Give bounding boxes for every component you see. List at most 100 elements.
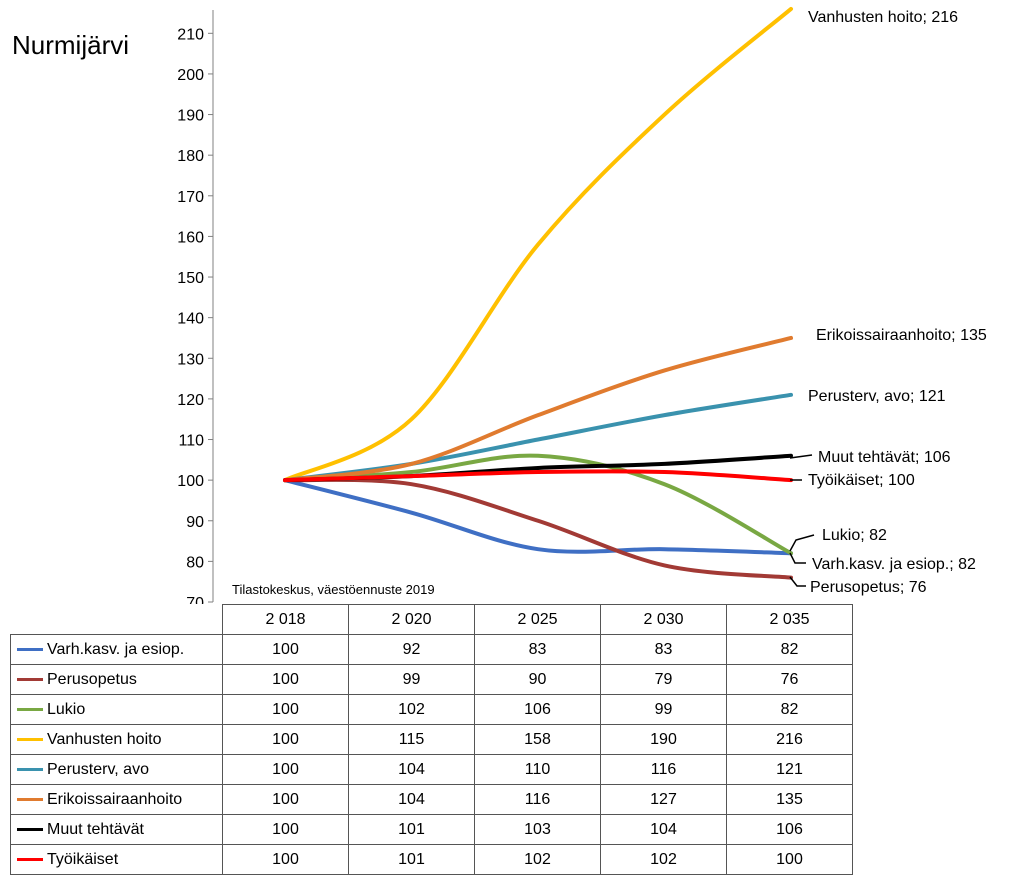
table-cell: 101 [348, 844, 475, 875]
series-end-label: Varh.kasv. ja esiop.; 82 [812, 556, 976, 573]
y-tick-label: 70 [186, 595, 204, 604]
legend-label: Muut tehtävät [47, 820, 144, 838]
series-line [283, 478, 793, 556]
table-cell: 90 [474, 664, 601, 695]
table-cell: 76 [726, 664, 853, 695]
year-header: 2 025 [474, 604, 601, 635]
y-tick-label: 210 [177, 26, 204, 43]
table-cell: 106 [474, 694, 601, 725]
legend-cell: Erikoissairaanhoito [10, 784, 223, 815]
table-cell: 79 [600, 664, 727, 695]
legend-label: Perusopetus [47, 670, 137, 688]
source-note: Tilastokeskus, väestöennuste 2019 [232, 582, 435, 597]
table-cell: 102 [348, 694, 475, 725]
table-cell: 100 [222, 634, 349, 665]
table-cell: 135 [726, 784, 853, 815]
series-end-label: Perusopetus; 76 [810, 579, 927, 596]
y-tick-label: 100 [177, 473, 204, 490]
y-tick-label: 200 [177, 67, 204, 84]
y-tick-label: 170 [177, 189, 204, 206]
table-cell: 104 [600, 814, 727, 845]
legend-cell: Työikäiset [10, 844, 223, 875]
label-leader-line [789, 552, 806, 564]
y-tick-label: 150 [177, 270, 204, 287]
table-row: Varh.kasv. ja esiop. 100 92 83 83 82 [10, 634, 853, 665]
y-tick-label: 90 [186, 514, 204, 531]
series-line [283, 453, 793, 556]
y-tick-label: 180 [177, 148, 204, 165]
y-tick-label: 140 [177, 311, 204, 328]
y-tick-label: 80 [186, 554, 204, 571]
legend-label: Lukio [47, 700, 86, 718]
y-tick-label: 120 [177, 392, 204, 409]
series-line [283, 6, 793, 483]
table-cell: 100 [222, 814, 349, 845]
label-leader-line [789, 576, 806, 587]
table-cell: 100 [222, 844, 349, 875]
table-cell: 115 [348, 724, 475, 755]
label-leader-line [789, 454, 813, 459]
y-tick-label: 190 [177, 108, 204, 125]
table-row: Lukio 100 102 106 99 82 [10, 694, 853, 725]
year-header: 2 020 [348, 604, 475, 635]
y-tick-label: 130 [177, 351, 204, 368]
data-table: 2 018 2 020 2 025 2 030 2 035 Varh.kasv.… [10, 604, 853, 875]
line-chart: 70 80 90 100 110 120 130 140 150 160 170 180 190 200 2… [177, 6, 987, 604]
table-cell: 116 [600, 754, 727, 785]
table-cell: 103 [474, 814, 601, 845]
legend-label: Varh.kasv. ja esiop. [47, 640, 185, 658]
table-cell: 82 [726, 634, 853, 665]
table-cell: 216 [726, 724, 853, 755]
table-cell: 101 [348, 814, 475, 845]
series-end-label: Työikäiset; 100 [808, 472, 915, 489]
legend-swatch [17, 767, 43, 771]
series-end-label: Vanhusten hoito; 216 [808, 9, 958, 26]
series-end-label: Muut tehtävät; 106 [818, 449, 951, 466]
table-cell: 82 [726, 694, 853, 725]
table-row: Muut tehtävät 100 101 103 104 106 [10, 814, 853, 845]
table-corner [11, 605, 223, 635]
series-line [283, 477, 793, 580]
table-cell: 100 [222, 724, 349, 755]
table-row: Erikoissairaanhoito 100 104 116 127 135 [10, 784, 853, 815]
table-cell: 100 [222, 784, 349, 815]
table-cell: 83 [474, 634, 601, 665]
series-line [283, 335, 793, 483]
legend-label: Työikäiset [47, 850, 119, 868]
table-cell: 92 [348, 634, 475, 665]
year-header: 2 030 [600, 604, 727, 635]
legend-swatch [17, 737, 43, 741]
legend-swatch [17, 707, 43, 711]
table-cell: 116 [474, 784, 601, 815]
table-cell: 110 [474, 754, 601, 785]
legend-cell: Muut tehtävät [10, 814, 223, 845]
table-cell: 127 [600, 784, 727, 815]
table-row: Perusterv, avo 100 104 110 116 121 [10, 754, 853, 785]
legend-swatch [17, 797, 43, 801]
table-cell: 99 [600, 694, 727, 725]
year-header: 2 018 [222, 604, 349, 635]
series-end-label: Lukio; 82 [822, 527, 887, 544]
y-tick-label: 110 [178, 433, 204, 450]
legend-swatch [17, 647, 43, 651]
table-header-row: 2 018 2 020 2 025 2 030 2 035 [11, 604, 853, 635]
series-end-label: Perusterv, avo; 121 [808, 388, 946, 405]
table-row: Työikäiset 100 101 102 102 100 [10, 844, 853, 875]
legend-swatch [17, 827, 43, 831]
legend-cell: Varh.kasv. ja esiop. [10, 634, 223, 665]
series-line [283, 469, 793, 483]
year-header: 2 035 [726, 604, 853, 635]
table-cell: 104 [348, 784, 475, 815]
legend-cell: Perusopetus [10, 664, 223, 695]
legend-label: Erikoissairaanhoito [47, 790, 183, 808]
legend-cell: Lukio [10, 694, 223, 725]
y-tick-label: 160 [177, 229, 204, 246]
table-cell: 102 [474, 844, 601, 875]
table-row: Vanhusten hoito 100 115 158 190 216 [10, 724, 853, 755]
table-cell: 99 [348, 664, 475, 695]
series-end-label: Erikoissairaanhoito; 135 [816, 327, 987, 344]
legend-swatch [17, 677, 43, 681]
table-cell: 100 [222, 754, 349, 785]
table-cell: 104 [348, 754, 475, 785]
table-cell: 158 [474, 724, 601, 755]
